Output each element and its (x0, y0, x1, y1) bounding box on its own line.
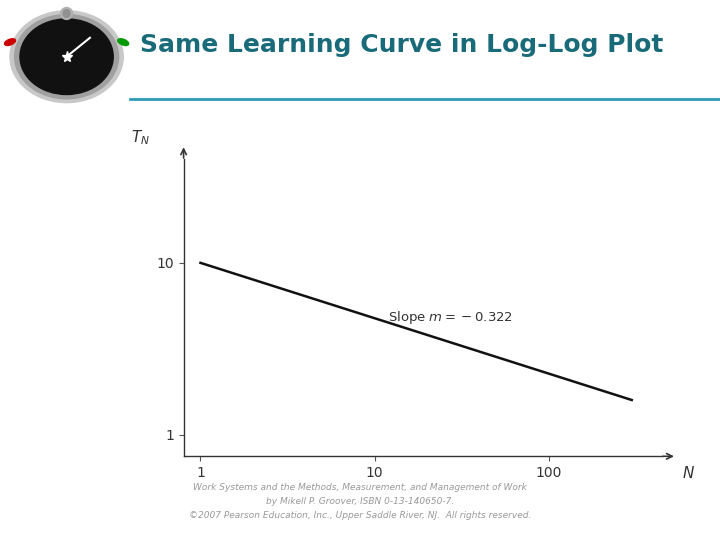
Text: Work Systems and the Methods, Measurement, and Management of Work
by Mikell P. G: Work Systems and the Methods, Measuremen… (189, 483, 531, 520)
Ellipse shape (118, 39, 129, 45)
Text: $T_N$: $T_N$ (131, 129, 150, 147)
Circle shape (10, 11, 123, 103)
Text: Same Learning Curve in Log-Log Plot: Same Learning Curve in Log-Log Plot (140, 33, 664, 57)
Text: Slope $m = -0.322$: Slope $m = -0.322$ (388, 309, 513, 326)
Circle shape (14, 15, 119, 99)
Text: $N$: $N$ (683, 464, 696, 481)
Circle shape (20, 19, 113, 94)
Ellipse shape (63, 10, 70, 17)
Ellipse shape (4, 39, 15, 45)
Ellipse shape (60, 8, 73, 19)
